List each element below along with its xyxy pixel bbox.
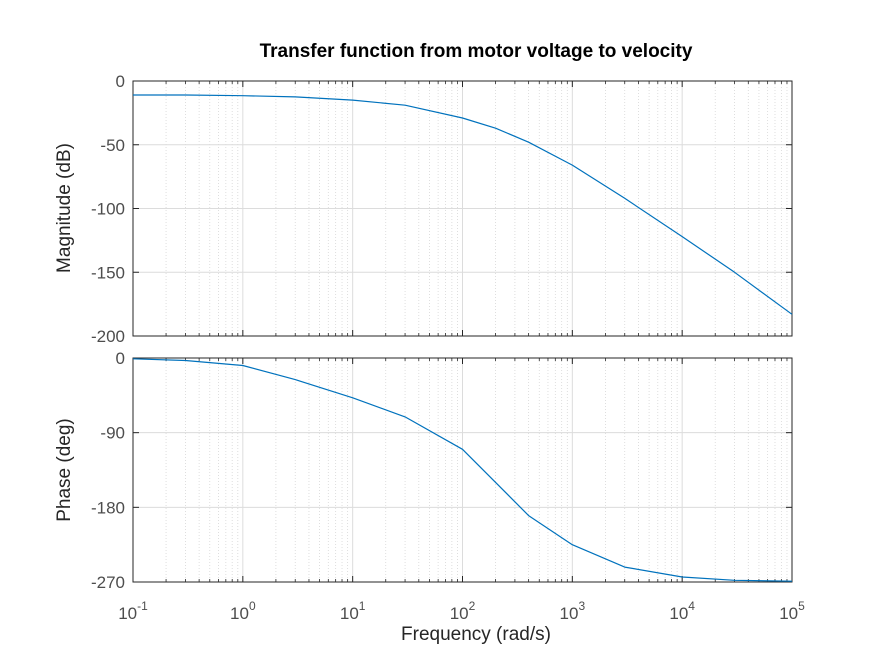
y-tick-label: -200 <box>91 327 125 346</box>
y-tick-label: -100 <box>91 200 125 219</box>
y-tick-label: -50 <box>100 136 125 155</box>
x-tick-label: 101 <box>340 599 366 623</box>
x-tick-label: 102 <box>450 599 476 623</box>
phase-panel: 0 -90 -180 -270 10-1 100 101 102 103 104 105 <box>91 349 805 623</box>
x-tick-label: 103 <box>560 599 586 623</box>
y-tick-label: -180 <box>91 498 125 517</box>
frequency-axis-label: Frequency (rad/s) <box>401 624 551 645</box>
y-tick-label: 0 <box>116 349 125 368</box>
y-tick-label: -90 <box>100 424 125 443</box>
y-tick-label: -270 <box>91 573 125 592</box>
y-tick-label: -150 <box>91 263 125 282</box>
magnitude-axis-label: Magnitude (dB) <box>54 143 75 273</box>
x-tick-label: 10-1 <box>118 599 148 623</box>
chart-title: Transfer function from motor voltage to … <box>260 41 693 62</box>
magnitude-series-line <box>133 94 793 315</box>
x-tick-label: 100 <box>230 599 256 623</box>
x-tick-label: 104 <box>669 599 695 623</box>
x-tick-label: 105 <box>779 599 805 623</box>
magnitude-panel: 0 -50 -100 -150 -200 <box>91 72 793 346</box>
phase-axis-label: Phase (deg) <box>54 418 75 522</box>
y-tick-label: 0 <box>116 72 125 91</box>
phase-series-line <box>132 358 793 582</box>
